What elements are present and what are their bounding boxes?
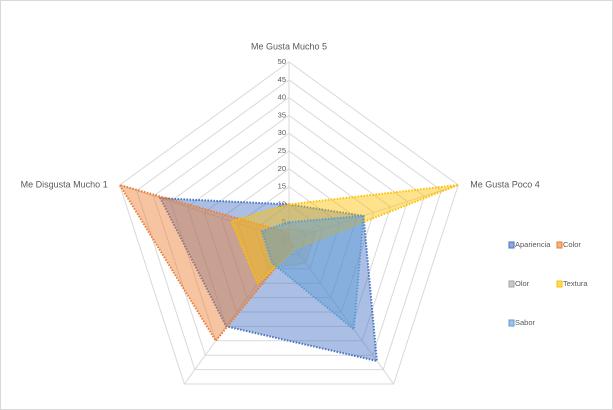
series-area [260,228,318,270]
series-area [230,184,459,285]
legend-swatch [556,241,563,249]
legend-swatch [508,280,515,288]
series-area [117,183,295,343]
r-tick-label: 30 [278,128,286,137]
grid-ring [237,185,341,284]
series-area [260,214,365,332]
legend-label: Textura [563,279,588,288]
category-label: Me Disgusta Mucho 1 [21,179,108,189]
r-tick-label: 15 [278,182,286,191]
legend-label: Apariencia [515,240,551,249]
category-label: Me Gusta Poco 4 [470,179,540,189]
grid-ring [136,79,442,371]
r-tick-label: 10 [278,199,286,208]
r-tick-label: 0 [282,235,286,244]
grid-ring [152,96,426,356]
r-tick-label: 40 [278,93,286,102]
category-label: Me Gusta Mucho 5 [251,41,327,51]
grid-ring [169,114,409,342]
r-tick-label: 35 [278,110,286,119]
grid-ring [203,150,375,313]
grid-ring [119,61,459,385]
legend-swatch [508,319,515,327]
r-tick-label: 5 [282,217,286,226]
r-tick-label: 25 [278,146,286,155]
r-tick-label: 20 [278,164,286,173]
r-tick-label: 50 [278,57,286,66]
r-tick-label: 45 [278,75,286,84]
legend-swatch [556,280,563,288]
legend-swatch [508,241,515,249]
grid-ring [271,221,307,255]
spoke [183,239,290,385]
legend-label: Sabor [515,318,536,327]
grid-ring [220,168,358,299]
legend-label: Color [563,240,581,249]
legend-label: Olor [515,279,530,288]
